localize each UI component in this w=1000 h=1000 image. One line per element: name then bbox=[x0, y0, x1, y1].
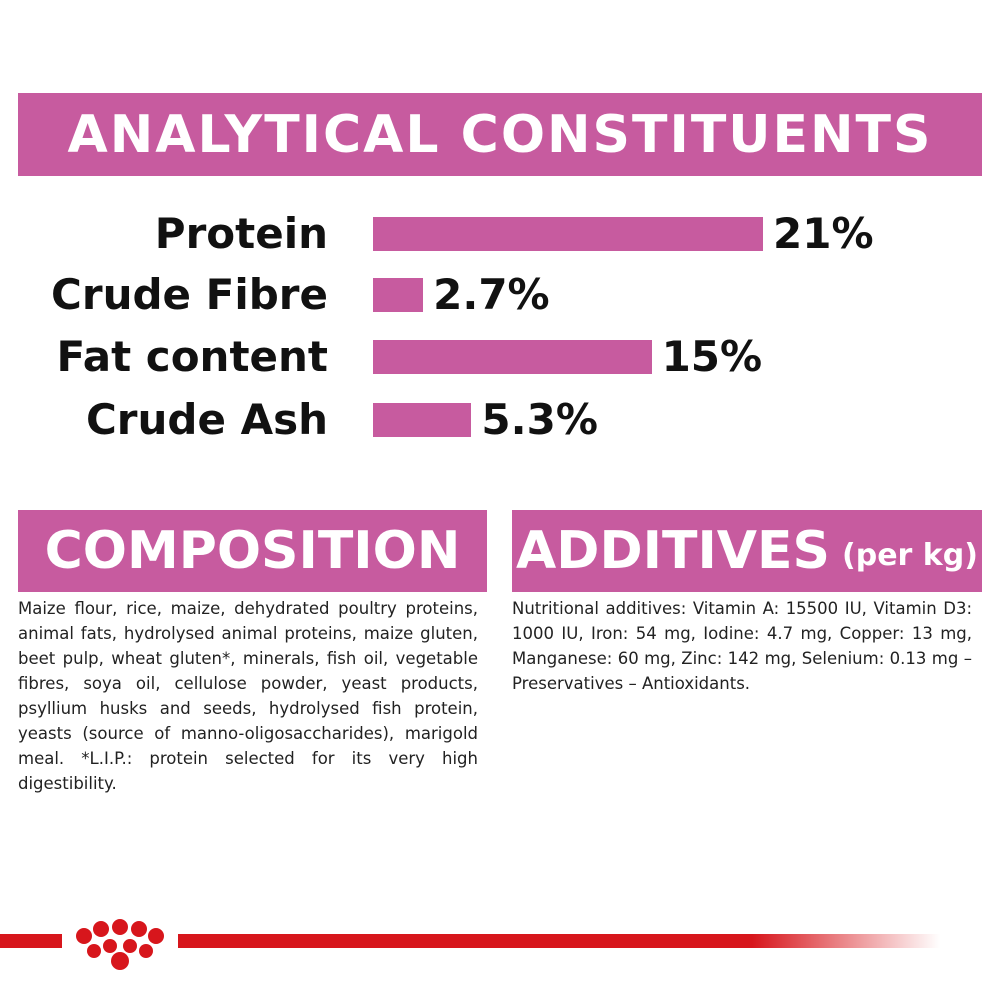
section-title: ADDITIVES bbox=[516, 521, 831, 581]
footer-line bbox=[0, 934, 940, 948]
section-unit: (per kg) bbox=[842, 537, 978, 573]
bar bbox=[373, 278, 424, 312]
section-banner: ADDITIVES (per kg) bbox=[512, 510, 982, 592]
value-label: 15% bbox=[661, 332, 763, 381]
chart-title: ANALYTICAL CONSTITUENTS bbox=[67, 104, 933, 165]
value-label: 21% bbox=[773, 209, 874, 258]
section-banner: ANALYTICAL CONSTITUENTS bbox=[18, 93, 982, 176]
value-label: 5.3% bbox=[481, 395, 598, 444]
bar bbox=[373, 340, 652, 374]
category-label: Fat content bbox=[56, 332, 328, 381]
category-label: Crude Fibre bbox=[51, 270, 328, 319]
composition-text: Maize flour, rice, maize, dehydrated pou… bbox=[18, 599, 478, 793]
section-title: COMPOSITION bbox=[44, 521, 461, 581]
bar bbox=[373, 403, 472, 437]
value-label: 2.7% bbox=[433, 270, 550, 319]
category-label: Crude Ash bbox=[85, 395, 328, 444]
additives-text: Nutritional additives: Vitamin A: 15500 … bbox=[512, 599, 972, 693]
section-banner: COMPOSITION bbox=[18, 510, 487, 592]
crown-logo bbox=[76, 919, 164, 970]
bar bbox=[373, 217, 763, 251]
category-label: Protein bbox=[154, 209, 328, 258]
